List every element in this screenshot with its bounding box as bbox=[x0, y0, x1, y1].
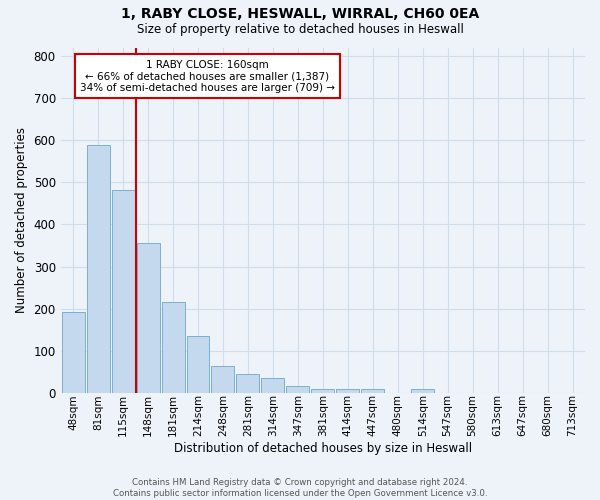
Bar bbox=[211, 366, 235, 393]
Text: 1, RABY CLOSE, HESWALL, WIRRAL, CH60 0EA: 1, RABY CLOSE, HESWALL, WIRRAL, CH60 0EA bbox=[121, 8, 479, 22]
Bar bbox=[286, 386, 310, 393]
Bar bbox=[311, 388, 334, 393]
Bar bbox=[361, 388, 384, 393]
Bar bbox=[262, 378, 284, 393]
Bar bbox=[62, 312, 85, 393]
Text: 1 RABY CLOSE: 160sqm
← 66% of detached houses are smaller (1,387)
34% of semi-de: 1 RABY CLOSE: 160sqm ← 66% of detached h… bbox=[80, 60, 335, 93]
Bar bbox=[137, 244, 160, 393]
Bar bbox=[337, 388, 359, 393]
Bar bbox=[112, 190, 134, 393]
Bar bbox=[187, 336, 209, 393]
Bar bbox=[86, 145, 110, 393]
X-axis label: Distribution of detached houses by size in Heswall: Distribution of detached houses by size … bbox=[174, 442, 472, 455]
Y-axis label: Number of detached properties: Number of detached properties bbox=[15, 127, 28, 313]
Bar bbox=[411, 388, 434, 393]
Text: Contains HM Land Registry data © Crown copyright and database right 2024.
Contai: Contains HM Land Registry data © Crown c… bbox=[113, 478, 487, 498]
Bar bbox=[236, 374, 259, 393]
Bar bbox=[161, 302, 185, 393]
Text: Size of property relative to detached houses in Heswall: Size of property relative to detached ho… bbox=[137, 22, 463, 36]
